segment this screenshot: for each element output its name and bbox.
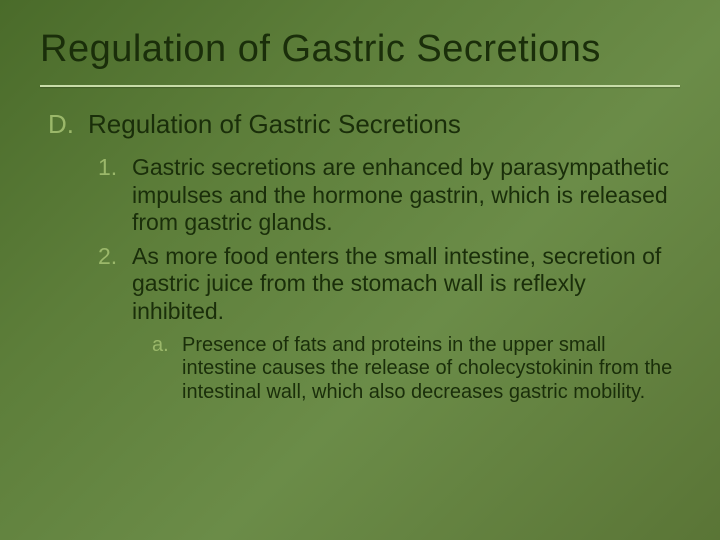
outline-level-alpha: a. Presence of fats and proteins in the …	[152, 334, 684, 405]
outline-level-d: D. Regulation of Gastric Secretions	[48, 109, 684, 140]
marker-2: 2.	[98, 243, 132, 326]
outline-level-num: 2. As more food enters the small intesti…	[98, 243, 684, 326]
text-1: Gastric secretions are enhanced by paras…	[132, 154, 672, 237]
text-a: Presence of fats and proteins in the upp…	[182, 334, 682, 405]
text-2: As more food enters the small intestine,…	[132, 243, 672, 326]
slide-title: Regulation of Gastric Secretions	[40, 28, 684, 71]
label-d: Regulation of Gastric Secretions	[88, 109, 461, 140]
slide-content: D. Regulation of Gastric Secretions 1. G…	[40, 109, 684, 404]
title-underline	[40, 85, 680, 87]
slide: Regulation of Gastric Secretions D. Regu…	[0, 0, 720, 540]
marker-d: D.	[48, 109, 88, 140]
marker-1: 1.	[98, 154, 132, 237]
marker-a: a.	[152, 334, 182, 405]
outline-level-num: 1. Gastric secretions are enhanced by pa…	[98, 154, 684, 237]
